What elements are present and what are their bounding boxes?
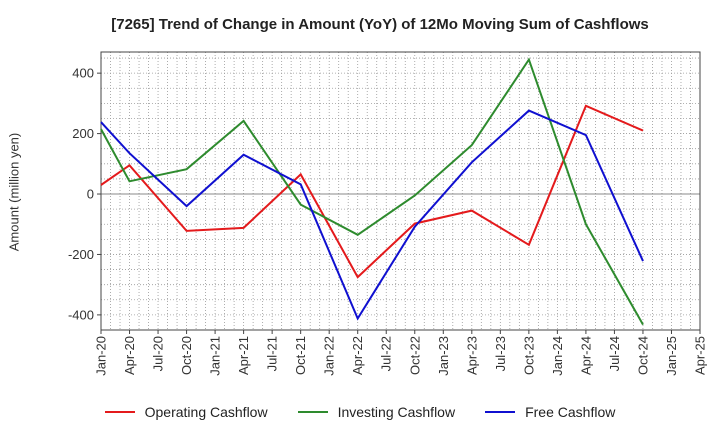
grid-layer — [101, 52, 700, 330]
x-tick-label: Jul-24 — [607, 336, 622, 371]
x-tick-label: Apr-21 — [236, 336, 251, 375]
y-tick-label: 400 — [72, 66, 94, 81]
x-tick-label: Oct-21 — [293, 336, 308, 375]
y-tick-label: 200 — [72, 126, 94, 141]
legend-swatch-operating — [104, 411, 135, 413]
x-tick-label: Oct-20 — [179, 336, 194, 375]
legend-label-free: Free Cashflow — [525, 404, 616, 420]
series-line-operating-cashflow — [100, 104, 644, 279]
series-line-investing-cashflow — [100, 57, 644, 326]
y-tick-label: -400 — [68, 307, 94, 322]
x-tick-label: Jan-23 — [436, 336, 451, 376]
y-tick-label: -200 — [68, 247, 94, 262]
plot-border — [100, 51, 701, 331]
x-tick-label: Jan-24 — [550, 336, 565, 376]
legend-label-investing: Investing Cashflow — [337, 404, 456, 420]
legend-item-operating: Operating Cashflow — [104, 404, 268, 420]
x-tick-label: Oct-23 — [521, 336, 536, 375]
x-tick-label: Apr-20 — [122, 336, 137, 375]
series-layer — [100, 57, 644, 326]
legend-label-operating: Operating Cashflow — [144, 404, 268, 420]
x-tick-label: Jul-22 — [379, 336, 394, 371]
legend-swatch-investing — [297, 411, 328, 413]
x-tick-label: Jul-21 — [265, 336, 280, 371]
plot-background — [101, 52, 700, 330]
x-tick-label: Jul-23 — [493, 336, 508, 371]
x-tick-label: Apr-24 — [578, 336, 593, 375]
x-tick-label: Jan-20 — [94, 336, 109, 376]
x-tick-label: Jan-22 — [322, 336, 337, 376]
x-tick-label: Oct-24 — [635, 336, 650, 375]
legend-item-investing: Investing Cashflow — [297, 404, 456, 420]
x-tick-label: Apr-25 — [693, 336, 708, 375]
x-tick-label: Apr-22 — [350, 336, 365, 375]
legend-swatch-free — [485, 411, 516, 413]
series-line-free-cashflow — [100, 109, 644, 321]
chart-title: [7265] Trend of Change in Amount (YoY) o… — [111, 16, 649, 33]
x-tick-label: Apr-23 — [464, 336, 479, 375]
legend: Operating Cashflow Investing Cashflow Fr… — [0, 404, 720, 420]
x-tick-label: Jan-21 — [208, 336, 223, 376]
x-tick-label: Jul-20 — [151, 336, 166, 371]
x-tick-label: Jan-25 — [664, 336, 679, 376]
y-tick-label: 0 — [87, 187, 94, 202]
legend-item-free: Free Cashflow — [485, 404, 615, 420]
x-tick-label: Oct-22 — [407, 336, 422, 375]
